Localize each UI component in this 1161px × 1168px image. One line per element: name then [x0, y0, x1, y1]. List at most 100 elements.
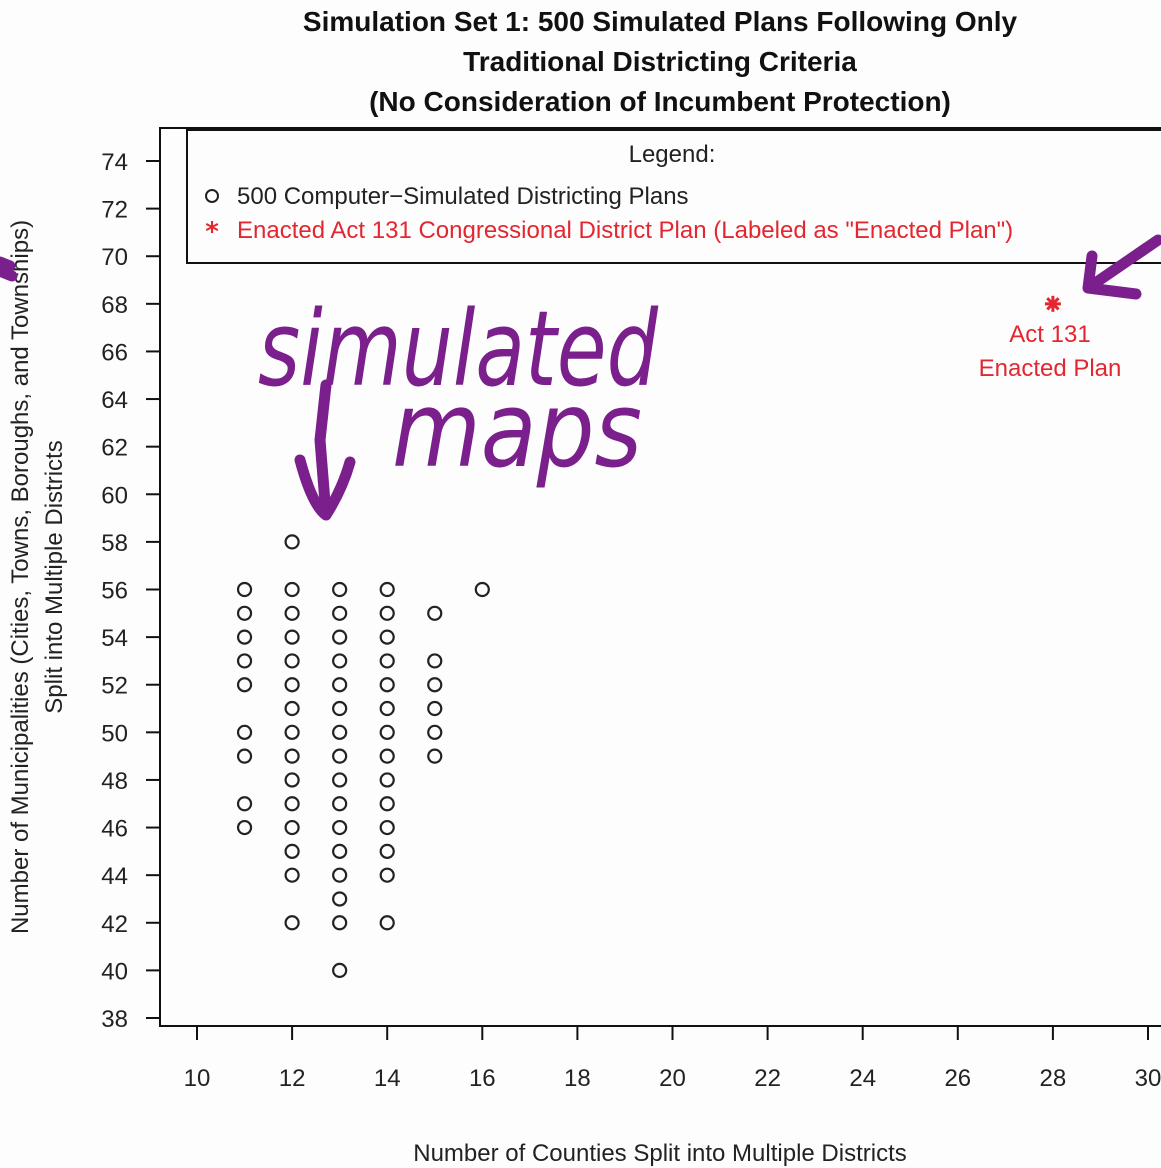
legend-entry-simulated: 500 Computer−Simulated Districting Plans — [237, 183, 689, 210]
enacted-plan-point — [1044, 295, 1061, 312]
simulated-plan-point — [236, 605, 253, 621]
enacted-label-line-1: Act 131 — [1009, 321, 1090, 348]
simulated-plan-point — [284, 819, 300, 836]
simulated-plan-point — [284, 581, 300, 598]
y-tick-label: 64 — [101, 387, 128, 414]
simulated-plan-point — [332, 962, 348, 978]
simulated-plan-point — [236, 748, 253, 764]
y-tick-label: 54 — [101, 625, 128, 652]
handwritten-arrow-to-simulated — [294, 379, 356, 521]
legend-entry-enacted: Enacted Act 131 Congressional District P… — [237, 217, 1013, 244]
simulated-plan-point — [332, 677, 348, 693]
simulated-plan-point — [284, 772, 300, 788]
simulated-plan-point — [236, 724, 253, 740]
simulated-plan-point — [284, 677, 300, 693]
simulated-plan-point — [332, 748, 348, 764]
y-tick-label: 74 — [101, 149, 128, 176]
simulated-plan-point — [379, 772, 395, 788]
y-tick-label: 38 — [101, 1006, 128, 1033]
x-tick-label: 20 — [659, 1065, 686, 1092]
simulated-plan-point — [236, 796, 253, 812]
simulated-plan-point — [427, 748, 443, 764]
simulated-plan-point — [284, 796, 300, 812]
y-tick-label: 50 — [101, 720, 128, 747]
simulated-plan-point — [427, 724, 443, 740]
simulated-plan-point — [427, 677, 443, 693]
y-axis-label-line-2: Split into Multiple Districts — [41, 440, 68, 713]
handwritten-word-maps: maps — [392, 369, 642, 491]
simulated-plan-point — [332, 891, 348, 907]
y-tick-label: 68 — [101, 292, 128, 319]
chart-title-line-1: Simulation Set 1: 500 Simulated Plans Fo… — [302, 6, 1018, 37]
x-tick-label: 10 — [184, 1065, 211, 1092]
simulated-plan-point — [379, 677, 395, 693]
handwritten-arrow-to-enacted — [1082, 234, 1161, 300]
x-tick-label: 22 — [754, 1065, 781, 1092]
x-tick-label: 28 — [1040, 1065, 1067, 1092]
simulated-plan-point — [332, 796, 348, 812]
simulated-plan-point — [427, 653, 443, 669]
y-tick-label: 72 — [101, 197, 128, 224]
simulated-plan-point — [236, 653, 253, 669]
simulated-plan-point — [332, 843, 348, 859]
simulated-plan-point — [236, 819, 253, 836]
simulated-plan-point — [379, 605, 395, 621]
chart-title-line-3: (No Consideration of Incumbent Protectio… — [369, 86, 951, 117]
simulated-plan-point — [332, 581, 348, 598]
simulated-plan-point — [236, 677, 253, 693]
x-tick-label: 26 — [944, 1065, 971, 1092]
legend-title: Legend: — [629, 141, 716, 168]
x-tick-label: 18 — [564, 1065, 591, 1092]
plot-frame — [159, 127, 1161, 1027]
simulated-plan-point — [284, 653, 300, 669]
simulated-plan-point — [284, 605, 300, 621]
simulated-plan-point — [332, 867, 348, 883]
simulated-plan-point — [379, 867, 395, 883]
simulated-plan-point — [379, 915, 395, 931]
simulated-plan-point — [236, 581, 253, 598]
enacted-label-line-2: Enacted Plan — [979, 355, 1122, 382]
x-tick-label: 16 — [469, 1065, 496, 1092]
simulated-plan-point — [379, 843, 395, 859]
y-tick-label: 58 — [101, 530, 128, 557]
simulated-plan-point — [427, 605, 443, 621]
simulated-plan-point — [284, 748, 300, 764]
simulated-plan-point — [379, 581, 395, 598]
y-tick-label: 60 — [101, 482, 128, 509]
simulated-plan-point — [284, 867, 300, 883]
simulated-plan-point — [284, 700, 300, 717]
x-tick-label: 14 — [374, 1065, 401, 1092]
y-tick-label: 52 — [101, 673, 128, 700]
y-tick-label: 40 — [101, 958, 128, 985]
legend-simulated-marker — [205, 189, 219, 203]
y-tick-label: 56 — [101, 578, 128, 605]
y-tick-label: 70 — [101, 244, 128, 271]
simulated-plan-point — [379, 629, 395, 645]
x-tick-label: 12 — [279, 1065, 306, 1092]
simulated-plan-point — [284, 629, 300, 645]
simulated-plan-point — [474, 581, 490, 598]
simulated-plan-point — [379, 819, 395, 836]
simulated-plan-point — [332, 605, 348, 621]
simulated-plan-point — [332, 915, 348, 931]
x-tick-label: 30 — [1135, 1065, 1161, 1092]
simulated-plan-point — [332, 772, 348, 788]
simulated-plan-point — [284, 915, 300, 931]
simulated-plan-point — [379, 653, 395, 669]
handwritten-word-simulated: simulated — [258, 288, 659, 410]
y-tick-label: 42 — [101, 911, 128, 938]
simulated-plan-point — [284, 724, 300, 740]
y-axis-label-line-1: Number of Municipalities (Cities, Towns,… — [7, 220, 34, 934]
simulated-plan-point — [284, 843, 300, 859]
simulated-plan-point — [236, 629, 253, 645]
simulated-plan-point — [332, 724, 348, 740]
legend-box — [186, 129, 1161, 264]
x-tick-label: 24 — [849, 1065, 876, 1092]
x-axis-label: Number of Counties Split into Multiple D… — [413, 1140, 907, 1167]
simulated-plan-point — [427, 700, 443, 717]
y-tick-label: 48 — [101, 768, 128, 795]
y-tick-label: 46 — [101, 816, 128, 843]
simulated-plan-point — [379, 724, 395, 740]
legend-enacted-marker: * — [205, 217, 219, 247]
